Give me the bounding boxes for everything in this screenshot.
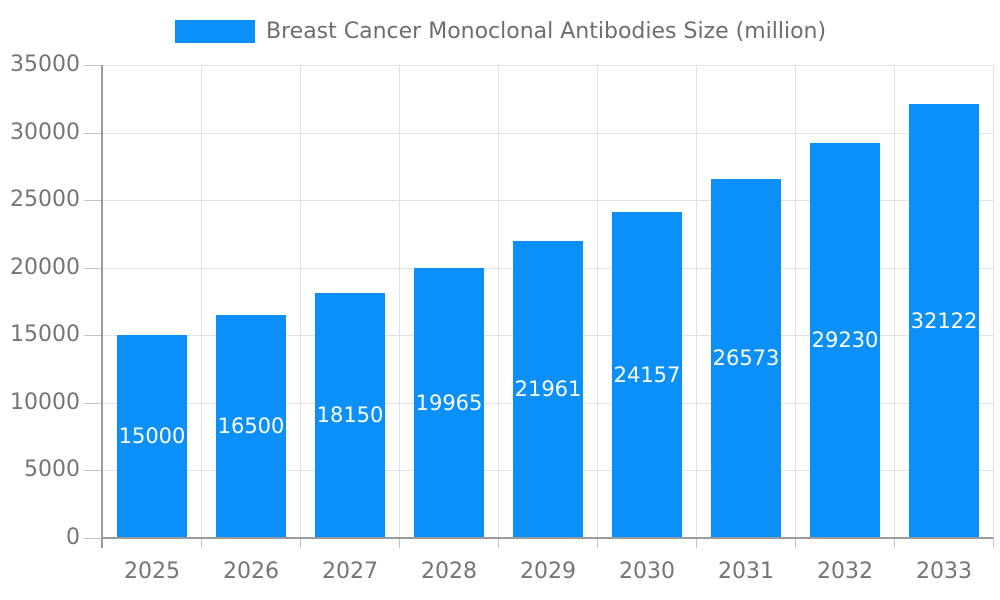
x-axis-line — [101, 537, 993, 539]
y-axis-tick — [84, 133, 102, 134]
y-gridline — [102, 200, 993, 201]
bar-value-label: 19965 — [415, 390, 483, 415]
y-axis-tick — [84, 65, 102, 66]
bar-value-label: 15000 — [118, 424, 186, 448]
y-axis-tick-label: 30000 — [10, 120, 80, 145]
x-axis-category-label: 2032 — [817, 559, 873, 584]
legend-item[interactable]: Breast Cancer Monoclonal Antibodies Size… — [175, 9, 826, 53]
y-axis-tick — [84, 470, 102, 471]
y-gridline — [102, 133, 993, 134]
bar: 32122 — [909, 104, 979, 537]
x-axis-category-label: 2029 — [520, 559, 576, 584]
y-axis-line — [101, 65, 103, 548]
x-axis-category-label: 2027 — [322, 559, 378, 584]
x-axis-category-label: 2026 — [223, 559, 279, 584]
x-axis-category-label: 2030 — [619, 559, 675, 584]
bar-value-label: 26573 — [712, 346, 780, 370]
bar-value-label: 18150 — [316, 403, 384, 427]
y-axis-tick-label: 15000 — [10, 322, 80, 347]
y-axis-tick — [84, 200, 102, 201]
x-gridline — [993, 65, 994, 538]
x-axis-tick — [399, 538, 400, 548]
y-gridline — [102, 65, 993, 66]
x-axis-tick — [993, 538, 994, 548]
bar-value-label: 21961 — [514, 377, 582, 401]
x-gridline — [201, 65, 202, 538]
bar-value-label: 32122 — [910, 308, 978, 333]
bar: 24157 — [612, 212, 682, 537]
x-gridline — [696, 65, 697, 538]
x-axis-tick — [300, 538, 301, 548]
x-axis-tick — [498, 538, 499, 548]
y-axis-tick-label: 5000 — [24, 457, 80, 482]
bar-value-label: 29230 — [811, 328, 879, 352]
bar: 26573 — [711, 179, 781, 537]
y-axis-tick-label: 0 — [66, 525, 80, 550]
x-axis-tick — [795, 538, 796, 548]
x-gridline — [597, 65, 598, 538]
bar: 18150 — [315, 293, 385, 537]
x-gridline — [795, 65, 796, 538]
y-axis-tick-label: 35000 — [10, 52, 80, 77]
legend-label: Breast Cancer Monoclonal Antibodies Size… — [266, 18, 827, 44]
bar: 15000 — [117, 335, 187, 537]
y-axis-tick-label: 25000 — [10, 187, 80, 212]
y-axis-tick — [84, 335, 102, 336]
x-axis-category-label: 2033 — [916, 559, 972, 584]
bar: 29230 — [810, 143, 880, 537]
x-axis-tick — [894, 538, 895, 548]
x-axis-tick — [201, 538, 202, 548]
y-axis-tick-label: 20000 — [10, 255, 80, 280]
x-axis-tick — [696, 538, 697, 548]
legend-swatch — [175, 19, 255, 43]
x-gridline — [399, 65, 400, 538]
x-gridline — [498, 65, 499, 538]
bar: 21961 — [513, 241, 583, 537]
bar-value-label: 16500 — [217, 414, 285, 438]
y-axis-tick-label: 10000 — [10, 390, 80, 415]
bar: 16500 — [216, 315, 286, 537]
x-gridline — [894, 65, 895, 538]
bar: 19965 — [414, 268, 484, 537]
x-axis-category-label: 2031 — [718, 559, 774, 584]
x-axis-tick — [597, 538, 598, 548]
x-gridline — [300, 65, 301, 538]
x-axis-category-label: 2025 — [124, 559, 180, 584]
y-axis-tick — [84, 268, 102, 269]
y-axis-tick — [84, 403, 102, 404]
y-axis-tick — [84, 538, 102, 539]
bar-value-label: 24157 — [613, 362, 681, 387]
x-axis-category-label: 2028 — [421, 559, 477, 584]
